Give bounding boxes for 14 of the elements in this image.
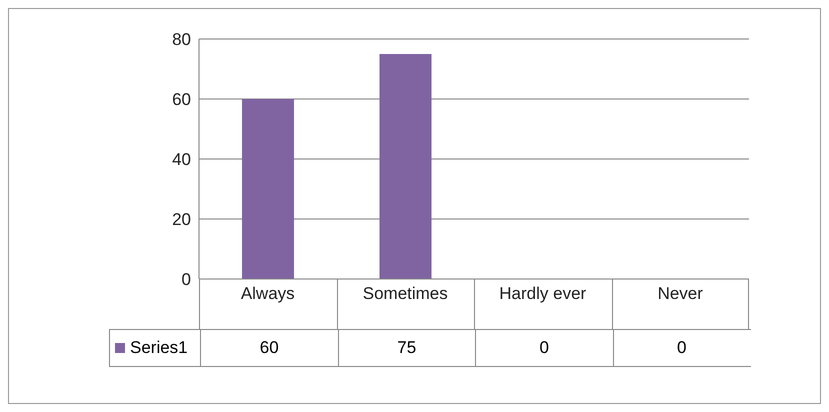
legend-label: Series1 bbox=[130, 338, 188, 358]
x-tick-label: Sometimes bbox=[362, 284, 448, 304]
y-tick-label: 0 bbox=[182, 270, 191, 290]
x-tick-label: Never bbox=[658, 284, 704, 304]
data-label: 75 bbox=[338, 330, 475, 366]
data-label: 0 bbox=[475, 330, 612, 366]
y-tick-label: 20 bbox=[172, 210, 191, 230]
x-tick-label: Hardly ever bbox=[499, 284, 587, 304]
x-tick-label: Always bbox=[240, 284, 295, 304]
data-label: 0 bbox=[612, 330, 750, 366]
data-label: 60 bbox=[200, 330, 338, 366]
y-tick-label: 80 bbox=[172, 30, 191, 50]
y-tick-label: 60 bbox=[172, 90, 191, 110]
y-tick-label: 40 bbox=[172, 150, 191, 170]
